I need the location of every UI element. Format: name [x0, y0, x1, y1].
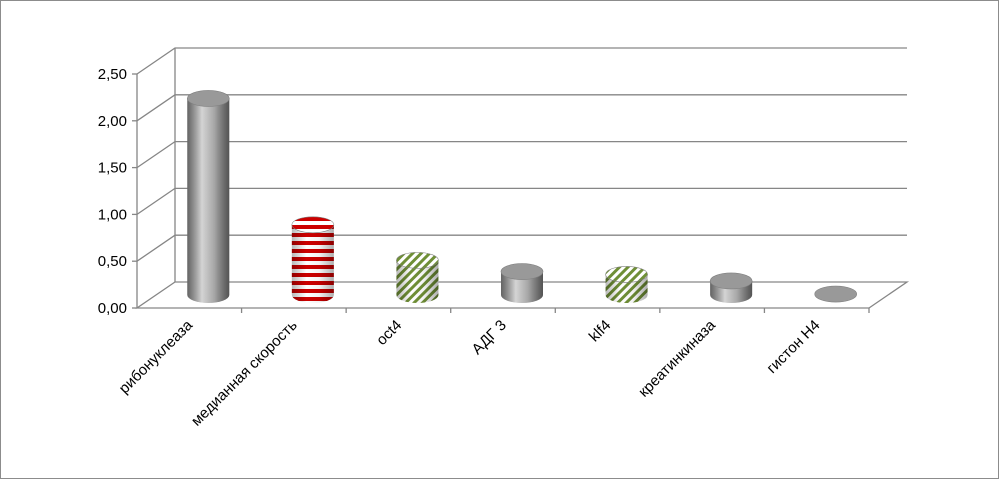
gridline: [136, 47, 907, 75]
bar-top: [605, 266, 648, 283]
bar: [814, 285, 858, 303]
bar-top: [186, 90, 230, 107]
bar-top: [291, 216, 335, 234]
y-tick-label: 2,00: [98, 113, 127, 130]
bar-shading: [396, 260, 439, 303]
bar-top: [500, 263, 544, 280]
chart-floor: [134, 281, 910, 309]
y-tick-label: 1,00: [98, 206, 127, 223]
x-category-label: рибонуклеаза: [116, 316, 197, 397]
bar-shading: [187, 98, 230, 303]
bar: [500, 263, 544, 303]
gridline: [136, 94, 907, 122]
bar: [186, 90, 230, 303]
x-category-label: креатинкиназа: [635, 316, 719, 400]
gridline: [136, 187, 907, 215]
y-tick-label: 0,00: [98, 300, 127, 317]
x-category-label: медианная скорость: [188, 317, 301, 430]
y-tick-label: 1,50: [98, 160, 127, 177]
gridline: [136, 234, 907, 262]
bar-shading: [501, 271, 543, 303]
bar-top: [814, 285, 858, 303]
bar: [605, 266, 648, 303]
y-tick-label: 0,50: [98, 253, 127, 270]
x-category-label: klf4: [586, 317, 615, 346]
bar-top: [709, 272, 753, 290]
gridline: [136, 140, 907, 169]
x-category-label: АДГ 3: [469, 317, 510, 358]
x-category-label: oct4: [373, 317, 405, 349]
x-category-label: гистон Н4: [763, 317, 823, 377]
bar: [396, 252, 439, 303]
y-tick-label: 2,50: [98, 66, 127, 83]
bar: [709, 272, 753, 303]
bar-top: [396, 252, 439, 269]
bar-shading: [291, 224, 334, 303]
bar: [291, 216, 335, 303]
